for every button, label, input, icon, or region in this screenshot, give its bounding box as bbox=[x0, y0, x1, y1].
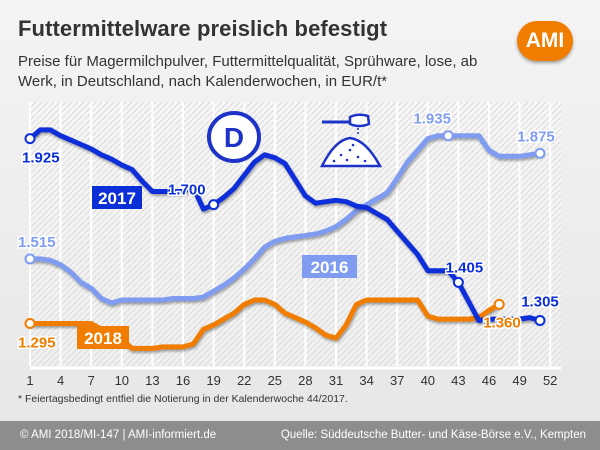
footnote: * Feiertagsbedingt entfiel die Notierung… bbox=[18, 393, 348, 405]
data-value-label: 1.305 bbox=[521, 294, 559, 311]
data-value-label: 1.515 bbox=[18, 234, 56, 251]
x-tick-label: 22 bbox=[237, 373, 251, 388]
x-tick-label: 13 bbox=[145, 373, 159, 388]
series-label-box bbox=[77, 326, 129, 349]
milk-powder-scoop-icon bbox=[319, 113, 383, 168]
plot-area bbox=[30, 102, 561, 366]
footer-bar: © AMI 2018/MI-147 | AMI-informiert.de Qu… bbox=[0, 421, 600, 450]
x-tick-label: 37 bbox=[390, 373, 404, 388]
x-tick-label: 1 bbox=[26, 373, 33, 388]
x-tick-label: 49 bbox=[512, 373, 526, 388]
series-label-text: 2016 bbox=[311, 258, 349, 277]
data-value-label: 1.925 bbox=[22, 150, 60, 167]
series-label-text: 2018 bbox=[84, 329, 122, 348]
data-marker bbox=[24, 133, 36, 145]
country-d-label: D bbox=[224, 122, 244, 153]
x-tick-label: 34 bbox=[359, 373, 373, 388]
x-tick-label: 43 bbox=[451, 373, 465, 388]
data-value-label: 1.700 bbox=[168, 182, 206, 199]
x-tick-label: 7 bbox=[88, 373, 95, 388]
series-label-box bbox=[302, 255, 357, 278]
data-value-label: 1.295 bbox=[18, 334, 56, 351]
series-label-box bbox=[92, 186, 142, 209]
plot-area-overlay bbox=[30, 102, 561, 366]
data-marker bbox=[24, 317, 36, 329]
chart-subtitle: Preise für Magermilchpulver, Futtermitte… bbox=[18, 53, 478, 90]
series-line-2016 bbox=[27, 133, 543, 306]
footer-copyright[interactable]: © AMI 2018/MI-147 | AMI-informiert.de bbox=[20, 429, 217, 441]
data-marker bbox=[442, 130, 454, 142]
x-tick-label: 25 bbox=[268, 373, 282, 388]
ami-logo: AMI bbox=[517, 21, 573, 61]
x-tick-label: 28 bbox=[298, 373, 312, 388]
country-d-badge: D bbox=[207, 111, 261, 163]
data-value-label: 1.935 bbox=[413, 111, 451, 128]
data-marker bbox=[208, 199, 220, 211]
data-marker bbox=[534, 147, 546, 159]
series-label-text: 2017 bbox=[98, 189, 136, 208]
data-value-label: 1.360 bbox=[483, 314, 521, 331]
data-marker bbox=[24, 253, 36, 265]
data-marker bbox=[534, 315, 546, 327]
footer-source: Quelle: Süddeutsche Butter- und Käse-Bör… bbox=[280, 429, 586, 441]
data-value-label: 1.875 bbox=[517, 128, 555, 145]
series-line-2017 bbox=[27, 127, 543, 323]
series-label-2017: 2017 bbox=[92, 186, 142, 209]
x-tick-label: 31 bbox=[329, 373, 343, 388]
chart-title: Futtermittelware preislich befestigt bbox=[18, 16, 388, 41]
x-tick-label: 10 bbox=[115, 373, 129, 388]
x-tick-label: 52 bbox=[543, 373, 557, 388]
series-label-2016: 2016 bbox=[302, 255, 357, 278]
series-label-2018: 2018 bbox=[77, 326, 129, 349]
x-tick-label: 40 bbox=[421, 373, 435, 388]
data-value-label: 1.405 bbox=[446, 259, 484, 276]
data-marker bbox=[452, 276, 464, 288]
x-tick-label: 16 bbox=[176, 373, 190, 388]
x-tick-label: 4 bbox=[57, 373, 64, 388]
x-tick-label: 19 bbox=[206, 373, 220, 388]
x-tick-label: 46 bbox=[482, 373, 496, 388]
data-marker bbox=[493, 298, 505, 310]
